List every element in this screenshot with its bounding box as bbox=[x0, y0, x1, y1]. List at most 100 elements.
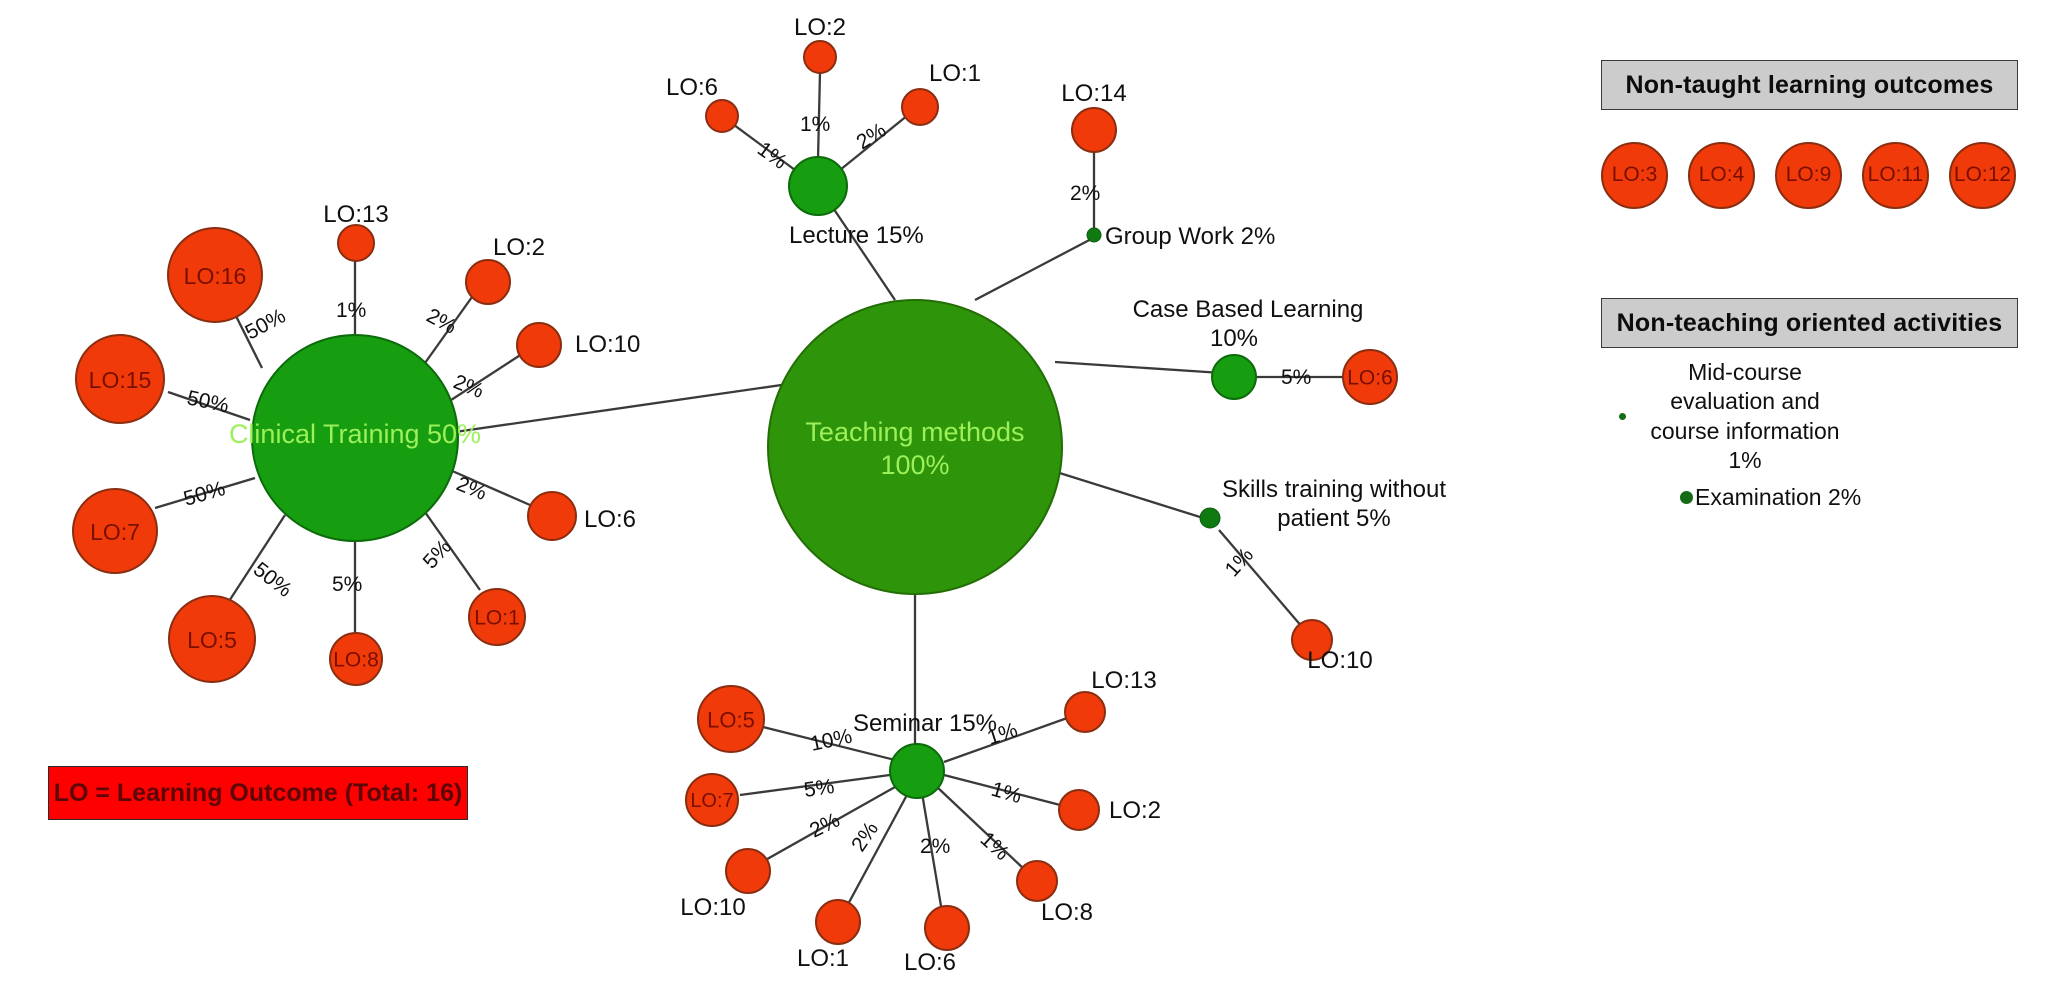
node-seminar-lo1[interactable] bbox=[815, 899, 861, 945]
edge-seminar-lo2 bbox=[943, 773, 1065, 808]
node-seminar-lo8[interactable] bbox=[1016, 860, 1058, 902]
node-seminar-lo2[interactable] bbox=[1058, 789, 1100, 831]
node-groupwork[interactable] bbox=[1086, 227, 1102, 243]
legend-lo-9[interactable]: LO:9 bbox=[1775, 141, 1842, 209]
label-cbl-lo6: LO:6 bbox=[1347, 367, 1393, 390]
edge-lecture-lo6 bbox=[729, 121, 796, 171]
node-clinical-lo13[interactable] bbox=[337, 224, 375, 262]
cluster-groupwork: Group Work 2% LO:14 2% bbox=[1061, 80, 1275, 250]
edge-root-clinical bbox=[454, 376, 831, 434]
node-skills-lo10[interactable] bbox=[1291, 619, 1333, 661]
node-skills[interactable] bbox=[1199, 507, 1221, 529]
pct-skills-lo10: 1% bbox=[1221, 543, 1258, 581]
pct-clinical-lo5: 50% bbox=[249, 558, 296, 602]
node-clinical-lo16[interactable] bbox=[167, 227, 263, 323]
label-lecture-lo2: LO:2 bbox=[794, 14, 846, 41]
cluster-seminar: Seminar 15% LO:5 10% LO:7 5% LO:10 2% LO… bbox=[680, 667, 1161, 976]
node-teaching-methods-line1: Teaching methods bbox=[805, 417, 1024, 447]
edge-clinical-lo15 bbox=[167, 390, 251, 422]
pct-clinical-lo8: 5% bbox=[332, 573, 362, 596]
node-clinical-lo2[interactable] bbox=[465, 259, 511, 305]
pct-cbl-lo6: 5% bbox=[1281, 366, 1311, 389]
edge-seminar-lo10 bbox=[761, 785, 896, 864]
node-cbl-label-line1: Case Based Learning bbox=[1133, 296, 1364, 323]
root-node-group: Teaching methods 100% bbox=[767, 299, 1063, 595]
legend-item-examination[interactable]: Examination 2% bbox=[1680, 483, 1861, 512]
pct-clinical-lo2: 2% bbox=[423, 304, 461, 339]
label-seminar-lo6: LO:6 bbox=[904, 949, 956, 976]
legend-lo-11[interactable]: LO:11 bbox=[1862, 141, 1929, 209]
label-clinical-lo16: LO:16 bbox=[184, 263, 247, 289]
edge-clinical-lo6 bbox=[449, 468, 531, 507]
legend-examination-label: Examination 2% bbox=[1695, 484, 1862, 510]
node-seminar-lo10[interactable] bbox=[725, 848, 771, 894]
node-teaching-methods-line2: 100% bbox=[880, 450, 949, 480]
edge-clinical-lo1 bbox=[419, 504, 481, 591]
label-clinical-lo13: LO:13 bbox=[323, 201, 388, 228]
node-lecture-lo6[interactable] bbox=[705, 99, 739, 133]
node-groupwork-label: Group Work 2% bbox=[1105, 223, 1275, 250]
label-clinical-lo7: LO:7 bbox=[90, 519, 140, 545]
node-clinical-lo10[interactable] bbox=[516, 322, 562, 368]
pct-clinical-lo7: 50% bbox=[181, 477, 228, 511]
edge-seminar-lo13 bbox=[943, 715, 1071, 764]
pct-seminar-lo2: 1% bbox=[989, 778, 1025, 808]
node-clinical-lo7[interactable] bbox=[72, 488, 158, 574]
label-clinical-lo10: LO:10 bbox=[575, 331, 640, 358]
node-lecture-lo2[interactable] bbox=[803, 40, 837, 74]
label-skills-lo10: LO:10 bbox=[1307, 647, 1372, 674]
legend-lo-12[interactable]: LO:12 bbox=[1949, 141, 2016, 209]
edge-seminar-lo6 bbox=[920, 792, 944, 913]
label-clinical-lo2: LO:2 bbox=[493, 234, 545, 261]
legend-lo-4[interactable]: LO:4 bbox=[1688, 141, 1755, 209]
node-seminar[interactable] bbox=[889, 743, 945, 799]
node-cbl[interactable] bbox=[1211, 354, 1257, 400]
label-seminar-lo7: LO:7 bbox=[690, 790, 733, 812]
node-lecture[interactable] bbox=[788, 156, 848, 216]
edge-seminar-lo8 bbox=[936, 786, 1026, 871]
node-teaching-methods[interactable] bbox=[767, 299, 1063, 595]
pct-clinical-lo15: 50% bbox=[185, 386, 231, 417]
node-clinical-lo15[interactable] bbox=[75, 334, 165, 424]
edge-clinical-lo10 bbox=[447, 351, 526, 403]
cluster-lecture: Lecture 15% LO:6 1% LO:2 1% LO:1 2% bbox=[666, 14, 981, 249]
edge-root-skills bbox=[1049, 468, 1201, 519]
label-lecture-lo1: LO:1 bbox=[929, 60, 981, 87]
node-seminar-lo13[interactable] bbox=[1064, 691, 1106, 733]
node-lecture-lo1[interactable] bbox=[901, 88, 939, 126]
pct-seminar-lo8: 1% bbox=[976, 828, 1014, 865]
label-clinical-lo1: LO:1 bbox=[474, 607, 520, 630]
node-seminar-lo7[interactable] bbox=[685, 773, 739, 827]
legend-lo-3[interactable]: LO:3 bbox=[1601, 141, 1668, 209]
node-clinical-training[interactable] bbox=[251, 334, 459, 542]
label-clinical-lo6: LO:6 bbox=[584, 506, 636, 533]
legend-midcourse-label: Mid-course evaluation and course informa… bbox=[1650, 359, 1840, 474]
node-clinical-lo6[interactable] bbox=[527, 491, 577, 541]
pct-groupwork-lo14: 2% bbox=[1070, 182, 1100, 205]
legend-nontaught-items: LO:3 LO:4 LO:9 LO:11 LO:12 bbox=[1601, 140, 2016, 210]
node-clinical-lo8[interactable] bbox=[329, 632, 383, 686]
node-cbl-lo6[interactable] bbox=[1342, 349, 1398, 405]
edge-seminar-lo7 bbox=[739, 773, 891, 797]
node-groupwork-lo14[interactable] bbox=[1071, 107, 1117, 153]
edge-root-groupwork bbox=[974, 234, 1098, 302]
node-seminar-lo6[interactable] bbox=[924, 905, 970, 951]
edge-skills-lo10 bbox=[1218, 529, 1304, 629]
label-seminar-lo5: LO:5 bbox=[707, 708, 755, 733]
pct-clinical-lo1: 5% bbox=[419, 535, 456, 573]
legend-item-midcourse[interactable]: Mid-course evaluation and course informa… bbox=[1619, 358, 2019, 476]
node-clinical-lo1[interactable] bbox=[468, 588, 526, 646]
node-clinical-lo5[interactable] bbox=[168, 595, 256, 683]
node-seminar-lo5[interactable] bbox=[697, 685, 765, 753]
label-clinical-lo8: LO:8 bbox=[333, 649, 379, 672]
pct-seminar-lo10: 2% bbox=[806, 809, 843, 843]
pct-seminar-lo5: 10% bbox=[808, 725, 854, 756]
edge-seminar-lo1 bbox=[844, 792, 910, 909]
pct-seminar-lo7: 5% bbox=[802, 775, 835, 802]
legend-nonteaching-items: Mid-course evaluation and course informa… bbox=[1601, 358, 2019, 510]
label-clinical-lo15: LO:15 bbox=[89, 367, 152, 393]
node-seminar-label: Seminar 15% bbox=[853, 710, 997, 737]
cluster-skills: Skills training without patient 5% LO:10… bbox=[1199, 476, 1446, 674]
